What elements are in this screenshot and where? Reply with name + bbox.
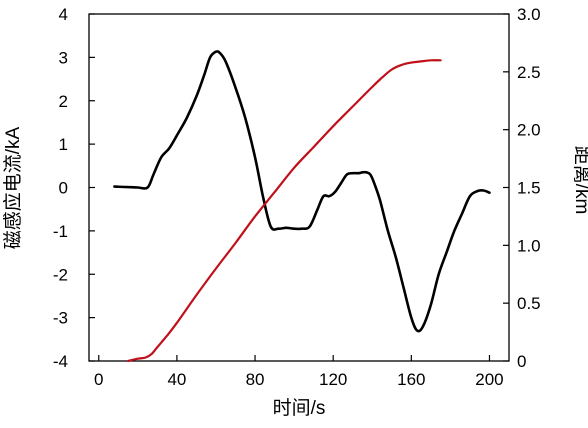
left-tick-label: 0 xyxy=(59,179,68,198)
left-tick-label: 1 xyxy=(59,135,68,154)
left-tick-label: -1 xyxy=(53,222,68,241)
right-tick-label: 0 xyxy=(517,352,526,371)
left-tick-label: -2 xyxy=(53,265,68,284)
right-axis-title: 距离/km xyxy=(571,146,588,215)
x-tick-label: 160 xyxy=(397,370,425,389)
right-tick-label: 2.5 xyxy=(517,63,541,82)
right-axis-ticks: 0 0.5 1.0 1.5 2.0 2.5 3.0 xyxy=(503,5,541,371)
x-tick-label: 0 xyxy=(94,370,103,389)
x-axis-title: 时间/s xyxy=(273,397,326,419)
right-tick-label: 1.0 xyxy=(517,236,541,255)
left-tick-label: 3 xyxy=(59,48,68,67)
series-layer xyxy=(113,50,491,363)
right-tick-label: 3.0 xyxy=(517,5,541,24)
plot-frame xyxy=(88,13,510,362)
x-tick-label: 80 xyxy=(246,370,265,389)
x-tick-label: 120 xyxy=(319,370,347,389)
current-series-line xyxy=(113,50,491,333)
right-tick-label: 2.0 xyxy=(517,121,541,140)
left-tick-label: 2 xyxy=(59,92,68,111)
x-tick-label: 40 xyxy=(167,370,186,389)
left-axis-title: 磁感应电流/kA xyxy=(2,126,24,249)
distance-series-line xyxy=(127,59,442,363)
left-tick-label: -4 xyxy=(53,352,68,371)
x-axis-ticks: 0 40 80 120 160 200 xyxy=(94,355,504,389)
left-tick-label: 4 xyxy=(59,5,68,24)
x-tick-label: 200 xyxy=(475,370,503,389)
left-tick-label: -3 xyxy=(53,309,68,328)
right-tick-label: 1.5 xyxy=(517,179,541,198)
right-tick-label: 0.5 xyxy=(517,294,541,313)
left-axis-ticks: -4 -3 -2 -1 0 1 2 3 4 xyxy=(53,5,95,371)
